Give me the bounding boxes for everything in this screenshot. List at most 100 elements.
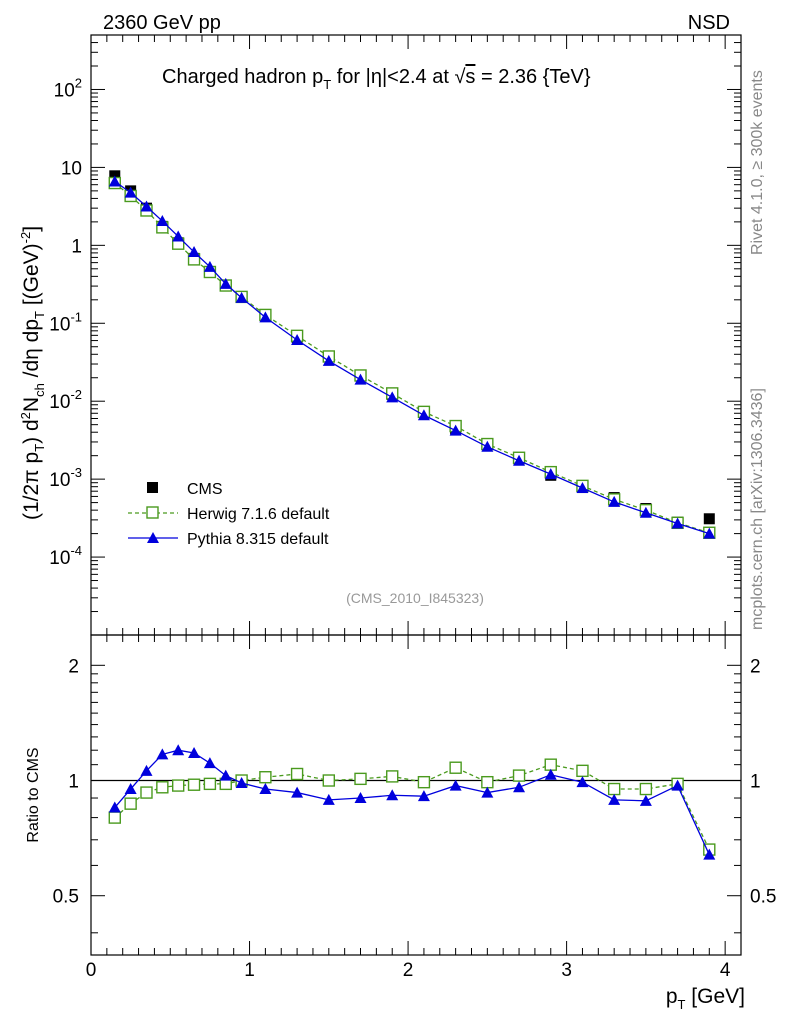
herwig-ratio-point [481,775,494,789]
pythia-ratio-point [513,781,526,793]
main-title: Charged hadron pT for |η|<2.4 at √s = 2.… [162,66,591,92]
x-tick-labels: 0 1 2 3 4 [86,960,731,981]
herwig-ratio-point [290,767,304,781]
herwig-ratio-point [124,797,137,810]
pythia-point [291,333,304,345]
main-y-tick-label: 10-3 [49,465,82,491]
pythia-ratio-point [188,747,201,759]
legend-marker-pythia [147,532,159,543]
pythia-point [608,495,621,507]
pythia-point [219,277,232,289]
x-axis-label: pT [GeV] [666,985,745,1012]
rivet-label: Rivet 4.1.0, ≥ 300k events [749,70,766,255]
pythia-point [188,246,201,258]
pythia-ratio-point [671,779,684,791]
pythia-ratio-point [417,790,430,802]
cms-point [703,513,715,525]
pythia-ratio-line [114,749,710,855]
pythia-ratio-point [108,801,121,813]
pythia-ratio-point [291,786,304,798]
ratio-y-tick-label: 1 [68,772,79,793]
legend-label-herwig: Herwig 7.1.6 default [187,506,330,523]
pythia-point [354,373,367,385]
legend: CMS Herwig 7.1.6 default Pythia 8.315 de… [128,481,330,548]
pythia-point [481,440,494,452]
herwig-ratio-point [417,775,431,789]
pythia-ratio-point [354,792,367,804]
legend-label-pythia: Pythia 8.315 default [187,531,329,548]
pythia-ratio-point [322,793,335,805]
herwig-ratio-point [322,774,336,787]
pythia-point [203,260,216,272]
pythia-point [639,506,652,518]
herwig-ratio-point [386,770,399,783]
pythia-line [114,180,710,535]
main-y-tick-label: 10 [61,158,82,179]
herwig-ratio-point [512,769,526,782]
main-y-tick-label: 10-4 [49,543,82,569]
herwig-ratio-point [203,777,217,791]
x-tick-label: 1 [244,960,255,981]
herwig-ratio-line [114,763,710,850]
header-right: NSD [688,12,730,34]
x-tick-label: 0 [86,960,97,981]
ratio-y-tick-label-right: 1 [750,772,761,793]
herwig-ratio-point [108,811,121,824]
pythia-point [124,186,137,198]
pythia-point [259,311,272,323]
herwig-ratio-point [639,782,653,796]
ratio-y-tick-label: 2 [68,656,79,677]
pythia-ratio-point [481,786,494,798]
ratio-y-tick-label-right: 2 [750,656,761,677]
header-left: 2360 GeV pp [103,12,221,34]
herwig-ratio-point [576,764,589,778]
main-y-tick-labels: 10-4 10-3 10-2 10-1 1 10 102 [49,75,82,569]
pythia-ratio-point [703,848,716,860]
x-tick-label: 3 [561,960,572,981]
main-y-tick-label: 1 [71,236,82,257]
x-tick-label: 2 [403,960,414,981]
pythia-ratio-point [203,757,216,769]
pythia-point [671,517,684,529]
pythia-point [513,454,526,466]
herwig-ratio-point [449,761,462,774]
pythia-ratio-point [140,764,153,776]
x-tick-label: 4 [720,960,731,981]
main-y-tick-label: 10-2 [49,387,82,413]
pythia-point [576,481,589,493]
pythia-point [140,200,153,212]
ratio-series-layer [108,744,716,860]
ratio-y-tick-label: 0.5 [53,887,79,908]
pythia-ratio-point [608,793,621,805]
ratio-y-label: Ratio to CMS [25,747,42,842]
ratio-y-tick-label-right: 0.5 [750,887,776,908]
pythia-point [449,424,462,436]
pythia-point [544,468,557,480]
herwig-ratio-point [607,782,621,796]
axis-ticks [90,34,741,955]
pythia-point [322,354,335,366]
mcplots-label: mcplots.cern.ch [arXiv:1306.3436] [749,388,766,630]
legend-label-cms: CMS [187,481,223,498]
pythia-ratio-point [259,783,272,795]
legend-marker-herwig [146,506,159,519]
pythia-ratio-point [386,789,399,801]
pythia-ratio-point [124,783,137,795]
legend-marker-cms [147,482,158,493]
herwig-ratio-point [259,771,272,784]
herwig-ratio-point [187,778,201,791]
analysis-watermark: (CMS_2010_I845323) [346,590,484,606]
pythia-point [108,175,121,187]
pythia-ratio-point [235,777,248,789]
herwig-ratio-point [544,758,557,771]
pythia-ratio-point [172,744,185,756]
pythia-point [172,230,185,242]
pythia-ratio-point [576,776,589,788]
pythia-point [386,391,399,403]
herwig-ratio-point [354,772,367,786]
pythia-point [703,527,716,539]
pythia-ratio-point [449,779,462,791]
pythia-ratio-point [219,769,232,781]
herwig-ratio-point [140,786,153,799]
pythia-point [235,291,248,303]
